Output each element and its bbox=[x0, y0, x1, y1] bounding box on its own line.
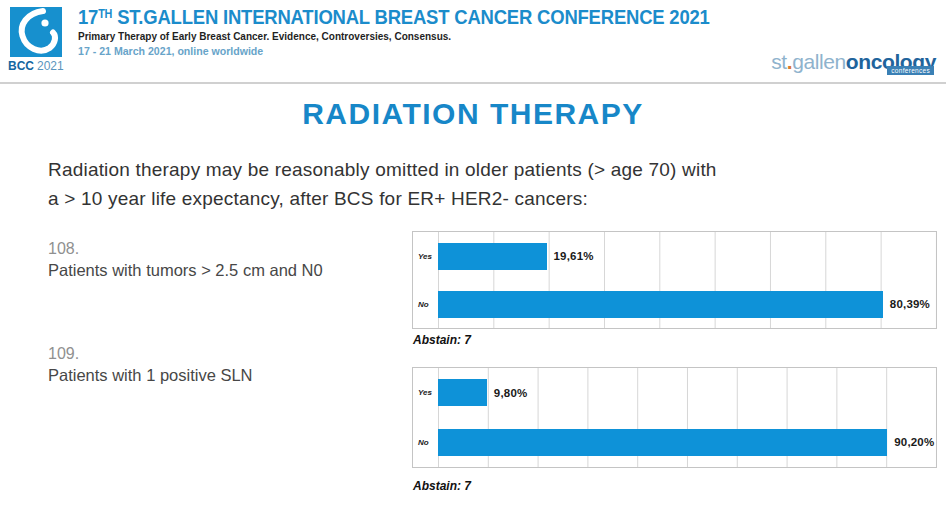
chart-row-no: No 80,39% bbox=[413, 280, 936, 328]
bar-yes bbox=[438, 243, 547, 270]
chart-row-yes: Yes 9,80% bbox=[413, 368, 936, 418]
conference-dates: 17 - 21 March 2021, online worldwide bbox=[78, 45, 263, 57]
vote-chart-108: Yes 19,61% No 80,39% bbox=[412, 231, 937, 329]
conference-title-text: ST.GALLEN INTERNATIONAL BREAST CANCER CO… bbox=[112, 5, 709, 28]
chart-row-no: No 90,20% bbox=[413, 418, 936, 468]
bar-yes bbox=[438, 379, 487, 406]
bcc-logo-caption: BCC2021 bbox=[8, 59, 78, 73]
abstain-label-109: Abstain: 7 bbox=[413, 479, 471, 493]
bar-track: 9,80% bbox=[438, 368, 936, 418]
chart-row-yes: Yes 19,61% bbox=[413, 232, 936, 280]
bcc-breast-icon bbox=[10, 7, 62, 57]
conference-title-number: 17 bbox=[78, 5, 98, 28]
question-108-number: 108. bbox=[48, 240, 79, 258]
bar-value-yes: 19,61% bbox=[554, 250, 594, 262]
slide-root: BCC2021 17TH ST.GALLEN INTERNATIONAL BRE… bbox=[0, 0, 946, 515]
question-109-number: 109. bbox=[48, 345, 79, 363]
category-label-yes: Yes bbox=[413, 252, 438, 261]
question-108-text: Patients with tumors > 2.5 cm and N0 bbox=[48, 261, 323, 280]
bcc-logo bbox=[10, 7, 62, 57]
vote-chart-109: Yes 9,80% No 90,20% bbox=[412, 367, 937, 468]
question-109-text: Patients with 1 positive SLN bbox=[48, 366, 253, 385]
bar-track: 80,39% bbox=[438, 280, 936, 328]
intro-line-2: a > 10 year life expectancy, after BCS f… bbox=[48, 184, 928, 213]
header-divider bbox=[0, 82, 946, 84]
conference-subtitle: Primary Therapy of Early Breast Cancer. … bbox=[78, 30, 451, 42]
intro-paragraph: Radiation therapy may be reasonably omit… bbox=[48, 155, 928, 213]
category-label-no: No bbox=[413, 300, 438, 309]
brand-conferences-badge: conferences bbox=[887, 66, 934, 75]
brand-st: st bbox=[771, 50, 787, 73]
category-label-yes: Yes bbox=[413, 388, 438, 397]
abstain-label-108: Abstain: 7 bbox=[413, 333, 471, 347]
bar-value-no: 80,39% bbox=[890, 298, 930, 310]
bar-track: 19,61% bbox=[438, 232, 936, 280]
bar-no bbox=[438, 429, 887, 456]
bar-no bbox=[438, 291, 883, 318]
bar-track: 90,20% bbox=[438, 418, 936, 468]
conference-title-ordinal: TH bbox=[98, 7, 112, 21]
bar-value-no: 90,20% bbox=[894, 436, 934, 448]
conference-title: 17TH ST.GALLEN INTERNATIONAL BREAST CANC… bbox=[78, 5, 710, 29]
intro-line-1: Radiation therapy may be reasonably omit… bbox=[48, 155, 928, 184]
bcc-label: BCC bbox=[8, 59, 34, 73]
page-title: RADIATION THERAPY bbox=[0, 97, 946, 131]
category-label-no: No bbox=[413, 438, 438, 447]
brand-gallen: gallen bbox=[792, 50, 846, 73]
bcc-year: 2021 bbox=[37, 59, 64, 73]
bar-value-yes: 9,80% bbox=[494, 387, 528, 399]
